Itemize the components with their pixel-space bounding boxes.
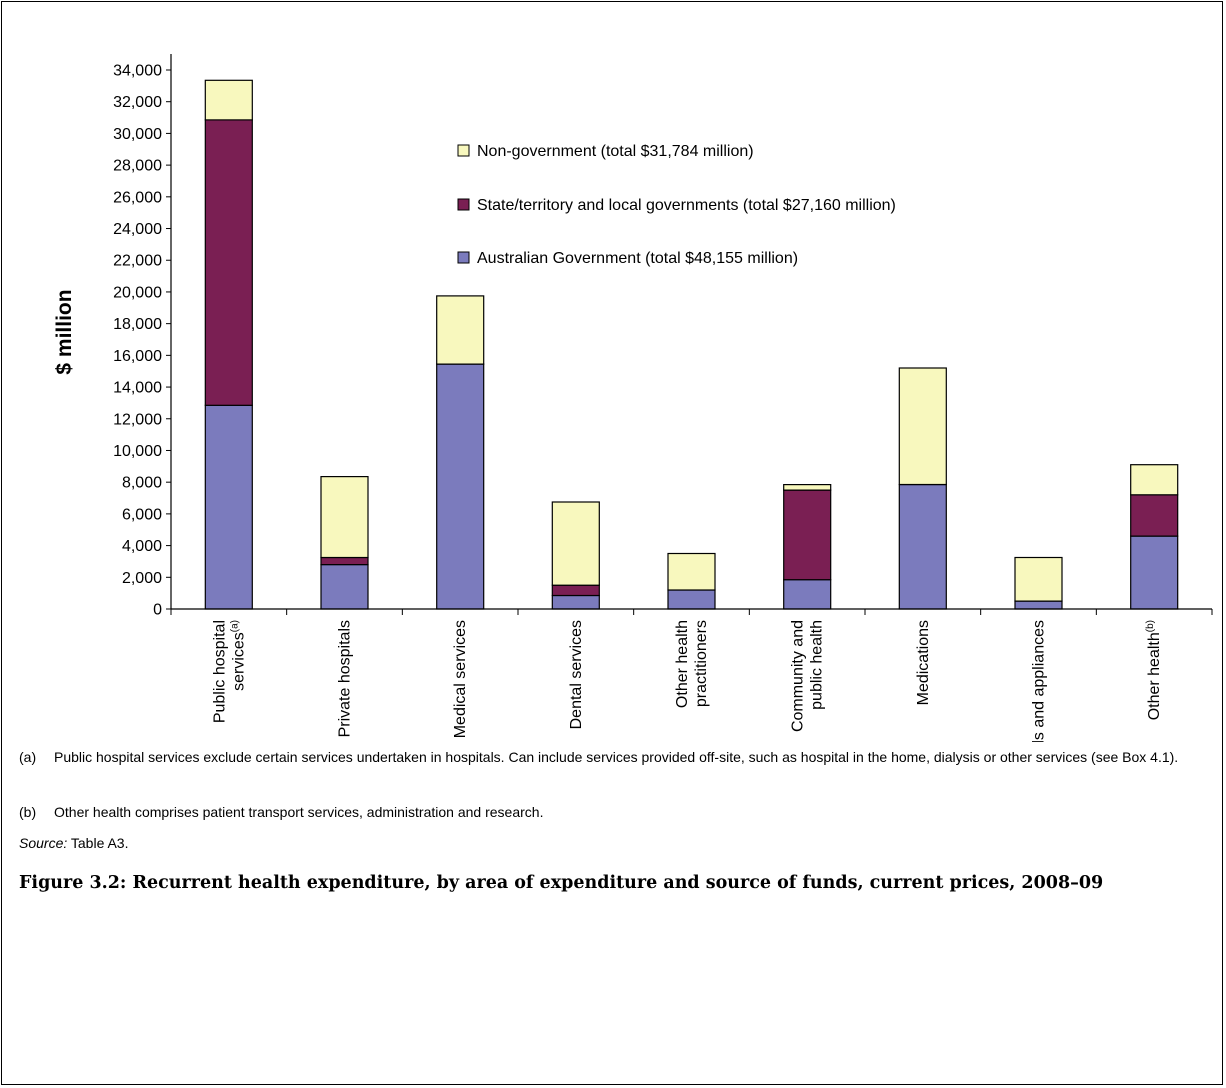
axes-layer — [166, 54, 1213, 615]
bar-segment-2-cat-6 — [783, 489, 832, 581]
footnote-a-text: Public hospital services exclude certain… — [54, 749, 1179, 765]
footnote-a-tag: (a) — [19, 749, 37, 765]
y-tick-labels: 0 2,000 4,000 6,000 8,000 10,000 12,000 14,000 1… — [113, 63, 162, 619]
y-tick-label: 0 — [153, 602, 162, 619]
x-tick-label-footnote-marker: (a) — [229, 620, 240, 632]
y-tick-label: 24,000 — [113, 221, 162, 238]
x-tick-label-9: Other health(b) — [1145, 620, 1163, 720]
y-tick-label: 34,000 — [113, 63, 162, 80]
y-tick-label: 10,000 — [113, 443, 162, 460]
bar-segment-1-cat-2 — [320, 563, 369, 610]
y-tick-label: 32,000 — [113, 94, 162, 111]
x-tick-label-footnote-marker: (b) — [1145, 620, 1156, 632]
y-tick-label: 28,000 — [113, 158, 162, 175]
bar-segment-3-cat-6 — [783, 484, 832, 491]
legend-label-1: Non-government (total $31,784 million) — [477, 143, 754, 160]
bar-segment-3-cat-4 — [551, 501, 600, 586]
bar-segment-2-cat-2 — [320, 556, 369, 566]
y-axis-label: $ million — [53, 289, 76, 374]
x-tick-label-3: Medical services — [452, 620, 469, 738]
y-tick-label: 16,000 — [113, 348, 162, 365]
x-tick-label-7: Medications — [915, 620, 932, 705]
bars-layer — [204, 79, 1179, 610]
legend-label-2: State/territory and local governments (t… — [477, 197, 896, 214]
y-tick-label: 26,000 — [113, 189, 162, 206]
footnote-b-tag: (b) — [19, 804, 37, 820]
legend-swatch-2 — [457, 198, 470, 211]
legend-swatch-3 — [457, 251, 470, 264]
bar-segment-1-cat-6 — [783, 579, 832, 610]
bar-segment-1-cat-4 — [551, 594, 600, 610]
figure-caption: Figure 3.2: Recurrent health expenditure… — [19, 873, 1104, 893]
bar-segment-3-cat-8 — [1014, 556, 1063, 602]
legend-label-3: Australian Government (total $48,155 mil… — [477, 250, 798, 267]
x-tick-label-1: services(a) — [229, 620, 247, 691]
x-tick-label-5: practitioners — [693, 620, 710, 707]
footnote-a: (a) Public hospital services exclude cer… — [19, 747, 1209, 767]
bar-segment-1-cat-3 — [436, 363, 485, 610]
y-tick-label: 4,000 — [122, 538, 162, 555]
y-tick-label: 18,000 — [113, 316, 162, 333]
bar-segment-3-cat-5 — [667, 552, 716, 591]
legend: Non-government (total $31,784 million) St… — [457, 143, 896, 267]
y-tick-label: 14,000 — [113, 380, 162, 397]
x-tick-labels: Public hospital services(a) Private hospit… — [211, 620, 1163, 742]
bar-segment-2-cat-9 — [1130, 494, 1179, 537]
y-tick-label: 2,000 — [122, 570, 162, 587]
bar-segment-1-cat-9 — [1130, 535, 1179, 610]
x-tick-label-6: Community and — [790, 620, 807, 732]
bar-segment-3-cat-9 — [1130, 464, 1179, 496]
x-tick-label-4: Dental services — [568, 620, 585, 729]
source-label: Source: — [19, 835, 68, 851]
bar-segment-3-cat-7 — [898, 367, 947, 486]
footnote-b-text: Other health comprises patient transport… — [54, 804, 544, 820]
bar-segment-1-cat-5 — [667, 589, 716, 610]
y-tick-label: 22,000 — [113, 253, 162, 270]
bar-segment-2-cat-4 — [551, 584, 600, 597]
bar-segment-3-cat-1 — [204, 79, 253, 121]
stacked-bar-chart: 0 2,000 4,000 6,000 8,000 10,000 12,000 14,000 1… — [53, 54, 1213, 742]
bar-segment-3-cat-3 — [436, 295, 485, 365]
source-line: Source: Table A3. — [19, 833, 1209, 853]
y-tick-label: 12,000 — [113, 411, 162, 428]
y-tick-label: 20,000 — [113, 284, 162, 301]
source-text: Table A3. — [67, 835, 129, 851]
x-tick-label-8: Aids and appliances — [1031, 620, 1048, 742]
x-tick-label-1: Public hospital — [211, 620, 228, 723]
x-tick-label-2: Private hospitals — [337, 620, 354, 737]
bar-segment-1-cat-8 — [1014, 600, 1063, 610]
bar-segment-2-cat-1 — [204, 119, 253, 406]
footnote-b: (b) Other health comprises patient trans… — [19, 802, 1209, 822]
bar-segment-1-cat-1 — [204, 404, 253, 610]
bar-segment-3-cat-2 — [320, 476, 369, 559]
x-tick-label-6: public health — [809, 620, 826, 710]
y-tick-label: 6,000 — [122, 506, 162, 523]
y-tick-label: 30,000 — [113, 126, 162, 143]
bar-segment-1-cat-7 — [898, 484, 947, 610]
y-tick-label: 8,000 — [122, 475, 162, 492]
x-tick-label-5: Other health — [674, 620, 691, 708]
legend-swatch-1 — [457, 144, 470, 157]
